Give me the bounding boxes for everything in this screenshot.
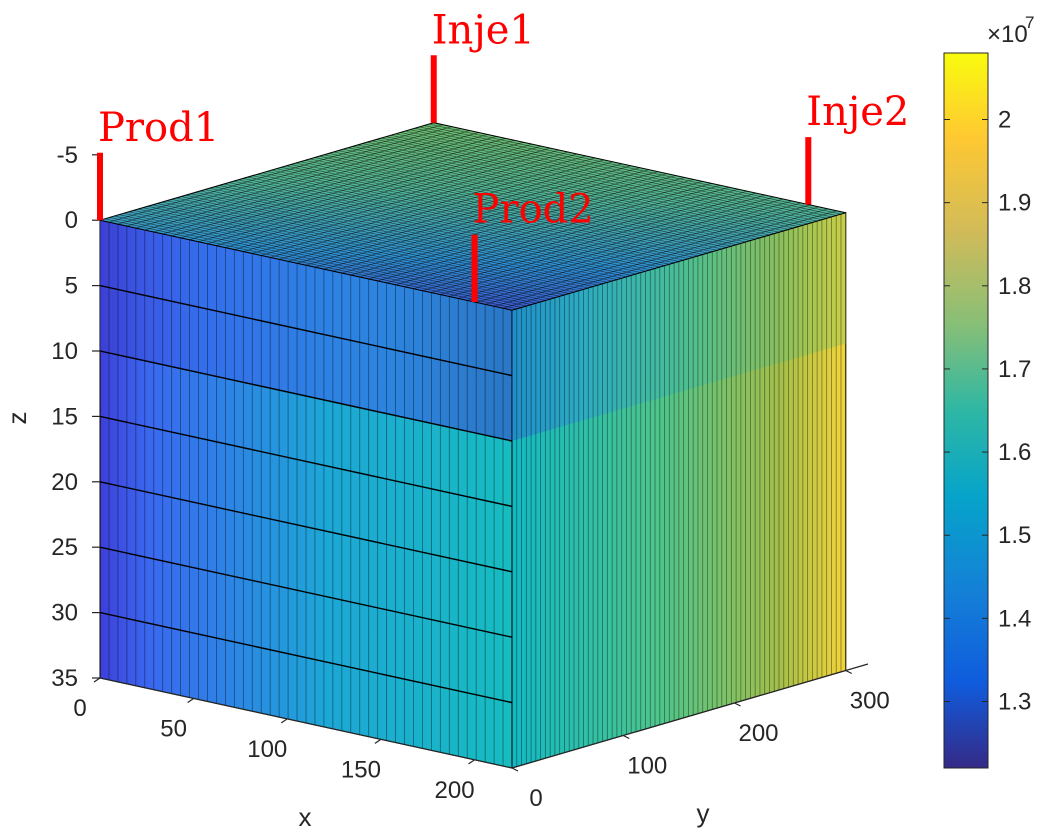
x-tick-label: 100 — [247, 736, 287, 763]
z-tick-label: 35 — [51, 665, 78, 692]
x-tick-label: 200 — [435, 777, 475, 804]
colorbar-exponent-power: 7 — [1025, 13, 1034, 32]
x-tick-label: 150 — [341, 756, 381, 783]
z-tick-label: 30 — [51, 600, 78, 627]
colorbar: 1.3 1.4 1.5 1.6 1.7 1.8 1.9 2 ×10 7 — [943, 13, 1034, 769]
colorbar-tick-label: 1.5 — [998, 522, 1031, 549]
block-left-face — [99, 219, 846, 769]
y-tick-label: 300 — [850, 688, 890, 715]
x-tick-label: 0 — [73, 695, 86, 722]
z-tick-label: 5 — [65, 273, 78, 300]
colorbar-tick-label: 1.9 — [998, 190, 1031, 217]
colorbar-tick-label: 1.6 — [998, 439, 1031, 466]
z-tick-label: 20 — [51, 469, 78, 496]
y-axis-label: y — [697, 798, 710, 828]
axes: -5 0 5 10 15 20 25 30 35 0 50 100 150 200 0 100 200 300 — [51, 142, 889, 812]
z-tick-label: 25 — [51, 534, 78, 561]
colorbar-tick-label: 1.8 — [998, 273, 1031, 300]
colorbar-exponent-base: ×10 — [987, 21, 1028, 48]
block-right-face — [511, 212, 847, 769]
block-top-face — [99, 122, 846, 311]
well-label: Prod2 — [473, 187, 594, 233]
colorbar-tick-label: 1.7 — [998, 356, 1031, 383]
colorbar-tick-label: 2 — [998, 107, 1011, 134]
colorbar-tick-label: 1.4 — [998, 605, 1031, 632]
x-axis-label: x — [299, 802, 312, 832]
y-tick-label: 200 — [738, 720, 778, 747]
z-tick-label: 0 — [65, 207, 78, 234]
wells: Prod1 Inje1 Prod2 Inje2 — [97, 7, 909, 303]
well-label: Inje2 — [806, 89, 909, 135]
colorbar-tick-label: 1.3 — [998, 688, 1031, 715]
z-tick-label: 10 — [51, 338, 78, 365]
z-axis-label: z — [2, 412, 32, 425]
x-tick-label: 50 — [160, 715, 187, 742]
y-tick-label: 0 — [529, 785, 542, 812]
well-label: Prod1 — [98, 105, 219, 151]
well-label: Inje1 — [432, 7, 535, 53]
colorbar-gradient — [943, 52, 989, 769]
z-tick-label: -5 — [57, 142, 78, 169]
y-tick-label: 100 — [627, 753, 667, 780]
z-tick-label: 15 — [51, 403, 78, 430]
